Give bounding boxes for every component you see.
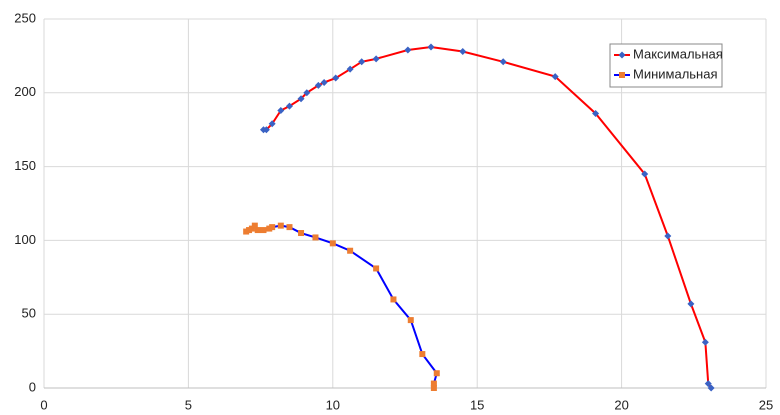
legend-label: Максимальная — [633, 46, 723, 61]
point — [251, 222, 258, 229]
point — [551, 73, 559, 81]
point — [373, 265, 380, 272]
point — [286, 224, 293, 231]
point — [707, 384, 715, 392]
legend-label: Минимальная — [633, 66, 718, 81]
point — [277, 222, 284, 229]
point — [641, 170, 649, 178]
point — [268, 120, 276, 128]
x-tick-label: 10 — [326, 397, 340, 412]
legend-marker — [618, 51, 626, 59]
y-tick-label: 50 — [22, 306, 36, 321]
legend-box — [609, 43, 723, 88]
point — [430, 380, 437, 387]
series-line — [263, 46, 712, 389]
point — [297, 95, 305, 103]
point — [254, 227, 261, 234]
x-tick-label: 5 — [185, 397, 192, 412]
point — [358, 58, 366, 66]
legend: Максимальная Минимальная — [609, 43, 723, 88]
point — [433, 370, 440, 377]
y-tick-label: 100 — [14, 232, 36, 247]
series-line — [245, 224, 438, 388]
point — [407, 317, 414, 324]
point — [664, 232, 672, 240]
y-tick-label: 250 — [14, 10, 36, 25]
y-tick-label: 150 — [14, 158, 36, 173]
point — [592, 109, 600, 117]
point — [430, 385, 437, 391]
point — [427, 43, 435, 51]
point — [269, 224, 276, 231]
point — [347, 247, 354, 254]
point — [329, 240, 336, 247]
y-tick-label: 0 — [29, 379, 36, 394]
point — [285, 102, 293, 110]
x-tick-label: 25 — [759, 397, 773, 412]
point — [320, 78, 328, 86]
point — [372, 55, 380, 63]
point — [404, 46, 412, 54]
point — [419, 351, 426, 358]
point — [277, 107, 285, 115]
point — [346, 65, 354, 73]
point — [260, 227, 267, 234]
x-tick-label: 0 — [40, 397, 47, 412]
point — [499, 58, 507, 66]
point — [314, 81, 322, 89]
legend-marker — [619, 72, 625, 78]
point — [704, 380, 712, 388]
y-tick-label: 200 — [14, 84, 36, 99]
point — [701, 338, 709, 346]
x-tick-label: 15 — [470, 397, 484, 412]
point — [687, 300, 695, 308]
x-tick-label: 20 — [614, 397, 628, 412]
point — [332, 74, 340, 82]
point — [459, 47, 467, 55]
point — [303, 89, 311, 97]
point — [262, 126, 270, 134]
point — [390, 296, 397, 303]
point — [312, 234, 319, 241]
point — [298, 230, 305, 237]
